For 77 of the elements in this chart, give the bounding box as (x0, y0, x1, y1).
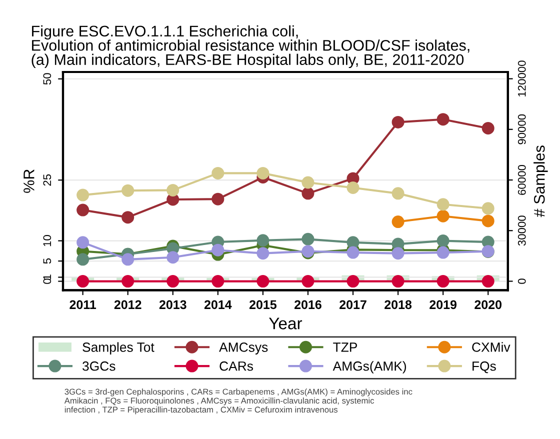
point (76, 188, 90, 202)
point (122, 184, 134, 197)
point (436, 113, 450, 126)
point (346, 246, 360, 259)
point (436, 198, 450, 211)
point (346, 236, 360, 249)
point (256, 234, 270, 247)
y2-axis-title: # Samples (534, 146, 548, 218)
y2-tick-label: 0 (518, 278, 526, 284)
legend-label: Samples Tot (82, 342, 154, 354)
point (122, 211, 134, 224)
point (76, 275, 90, 288)
y-tick-label: 50 (43, 73, 52, 85)
point (482, 275, 494, 288)
y-tick-label: 10 (43, 235, 52, 246)
point (166, 184, 180, 196)
point (302, 232, 314, 246)
point (76, 253, 90, 266)
point (256, 166, 270, 180)
point (166, 275, 180, 288)
x-tick-label: 2019 (430, 300, 457, 310)
legend-label: CXMiv (472, 342, 510, 352)
point (346, 182, 360, 194)
legend-label: AMGs(AMK) (332, 361, 406, 374)
legend-label: AMCsys (219, 342, 268, 354)
x-tick-label: 2014 (204, 300, 232, 310)
x-tick-label: 2020 (474, 300, 502, 310)
point (392, 187, 404, 200)
y-tick-label: 25 (43, 174, 52, 186)
y2-tick-label: 90000 (518, 114, 526, 144)
point (76, 204, 90, 216)
x-tick-label: 2015 (249, 300, 276, 310)
text: 3GCs = 3rd-gen Cephalosporins , CARs = Carbapenems , AMGs(AMK) = Aminoglycosides inc Amikacin , FQs = Fluoroquinolones , AMCsys = Amoxicillin-clavulanic acid, systemic infection , TZP = Piperacillin-tazobactam , CXMiv = Cefuroxim intravenous (64, 388, 412, 414)
legend-label: 3GCs (82, 361, 116, 371)
y-tick-label: 0 (43, 278, 52, 284)
x-tick-label: 2016 (294, 300, 322, 310)
point (392, 116, 404, 128)
point (256, 275, 270, 288)
point (436, 210, 450, 222)
point (166, 251, 180, 264)
point (212, 244, 224, 256)
point (482, 202, 494, 215)
point (302, 275, 314, 288)
point (392, 275, 404, 288)
point (122, 275, 134, 288)
x-tick-label: 2013 (159, 300, 186, 310)
point (436, 234, 450, 248)
point (212, 166, 224, 180)
y2-tick-label: 120000 (518, 60, 526, 96)
legend-label: TZP (333, 342, 358, 352)
y-tick-label: 5 (43, 258, 52, 264)
point (436, 275, 450, 288)
y-axis-title: %R (24, 169, 34, 193)
x-tick-label: 2017 (340, 300, 366, 310)
point (392, 247, 404, 260)
point (212, 275, 224, 288)
point (482, 122, 494, 135)
legend-label: CARs (220, 361, 254, 371)
point (76, 236, 90, 249)
point (436, 246, 450, 259)
point (122, 253, 134, 266)
point (346, 275, 360, 288)
x-tick-label: 2012 (114, 300, 142, 310)
chart-title: Figure ESC.EVO.1.1.1 Escherichia coli, Evolution of antimicrobial resistance within BLOOD/CSF isolates, (a) Main indicators, EARS-BE Hospital labs only, BE, 2011-2020 (32, 25, 470, 68)
point (392, 216, 404, 228)
point (302, 187, 314, 200)
point (212, 192, 224, 206)
x-tick-label: 2018 (384, 300, 412, 310)
point (482, 214, 494, 228)
x-axis-title: Year (268, 318, 302, 330)
legend-label: FQs (472, 361, 496, 374)
y2-tick-label: 60000 (518, 164, 526, 195)
point (302, 176, 314, 189)
point (256, 247, 270, 260)
x-tick-label: 2011 (70, 300, 96, 310)
y-tick-label: 1 (43, 274, 51, 280)
y2-tick-label: 30000 (518, 216, 526, 246)
